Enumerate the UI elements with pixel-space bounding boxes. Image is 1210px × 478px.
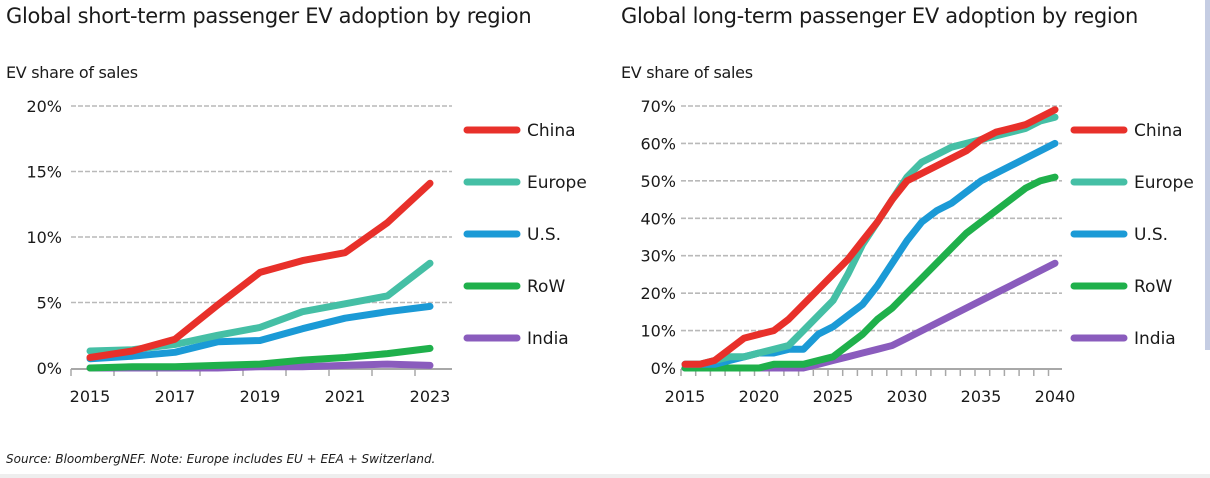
left-y-axis-label: EV share of sales: [6, 63, 138, 82]
left-legend-label-us: U.S.: [527, 225, 561, 245]
right-y-tick-label: 0%: [651, 359, 676, 378]
left-legend-label-india: India: [527, 329, 569, 349]
left-x-tick-label: 2015: [70, 387, 111, 406]
right-legend-label-us: U.S.: [1134, 225, 1168, 245]
left-y-tick-label: 10%: [26, 228, 62, 247]
source-note: Source: BloombergNEF. Note: Europe inclu…: [6, 452, 436, 466]
right-y-tick-label: 70%: [640, 97, 676, 116]
left-chart-title: Global short-term passenger EV adoption …: [6, 4, 532, 28]
page-edge-strip: [1205, 0, 1210, 350]
left-y-tick-label: 20%: [26, 97, 62, 116]
right-y-tick-label: 20%: [640, 284, 676, 303]
right-series-line-india: [681, 259, 1059, 372]
left-series-line-row: [86, 344, 434, 372]
right-y-tick-label: 60%: [640, 134, 676, 153]
right-y-tick-label: 30%: [640, 247, 676, 266]
left-series-line-us: [86, 302, 434, 363]
right-y-axis-label: EV share of sales: [621, 63, 753, 82]
right-y-tick-label: 10%: [640, 322, 676, 341]
left-chart: 0% 5% 10% 15% 20% 2015 2017 2019 2021 2023 China Eu…: [26, 97, 586, 406]
left-legend-label-china: China: [527, 121, 576, 141]
left-y-tick-label: 0%: [37, 359, 62, 378]
left-x-tick-label: 2019: [240, 387, 281, 406]
right-x-tick-label: 2035: [961, 387, 1002, 406]
left-legend-label-europe: Europe: [527, 173, 587, 193]
left-x-tick-label: 2021: [325, 387, 366, 406]
right-legend-label-europe: Europe: [1134, 173, 1194, 193]
right-series-line-china: [681, 106, 1059, 368]
left-y-tick-label: 5%: [37, 294, 62, 313]
right-x-tick-label: 2040: [1035, 387, 1076, 406]
right-legend-label-china: China: [1134, 121, 1183, 141]
left-y-tick-label: 15%: [26, 163, 62, 182]
right-x-tick-label: 2030: [887, 387, 928, 406]
right-series-line-row: [681, 173, 1059, 372]
left-x-tick-label: 2017: [155, 387, 196, 406]
left-legend-label-row: RoW: [527, 277, 565, 297]
right-x-tick-label: 2020: [739, 387, 780, 406]
right-legend-label-row: RoW: [1134, 277, 1172, 297]
right-x-tick-label: 2025: [813, 387, 854, 406]
left-x-tick-label: 2023: [410, 387, 451, 406]
right-chart-title: Global long-term passenger EV adoption b…: [621, 4, 1139, 28]
page-bottom-strip: [0, 474, 1210, 478]
right-x-tick-label: 2015: [665, 387, 706, 406]
left-series-line-china: [86, 179, 434, 361]
right-y-tick-label: 50%: [640, 172, 676, 191]
right-y-tick-label: 40%: [640, 209, 676, 228]
right-chart: 0% 10% 20% 30% 40% 50% 60% 70% 2015 2020 2025 2030 2…: [640, 97, 1193, 406]
right-legend-label-india: India: [1134, 329, 1176, 349]
